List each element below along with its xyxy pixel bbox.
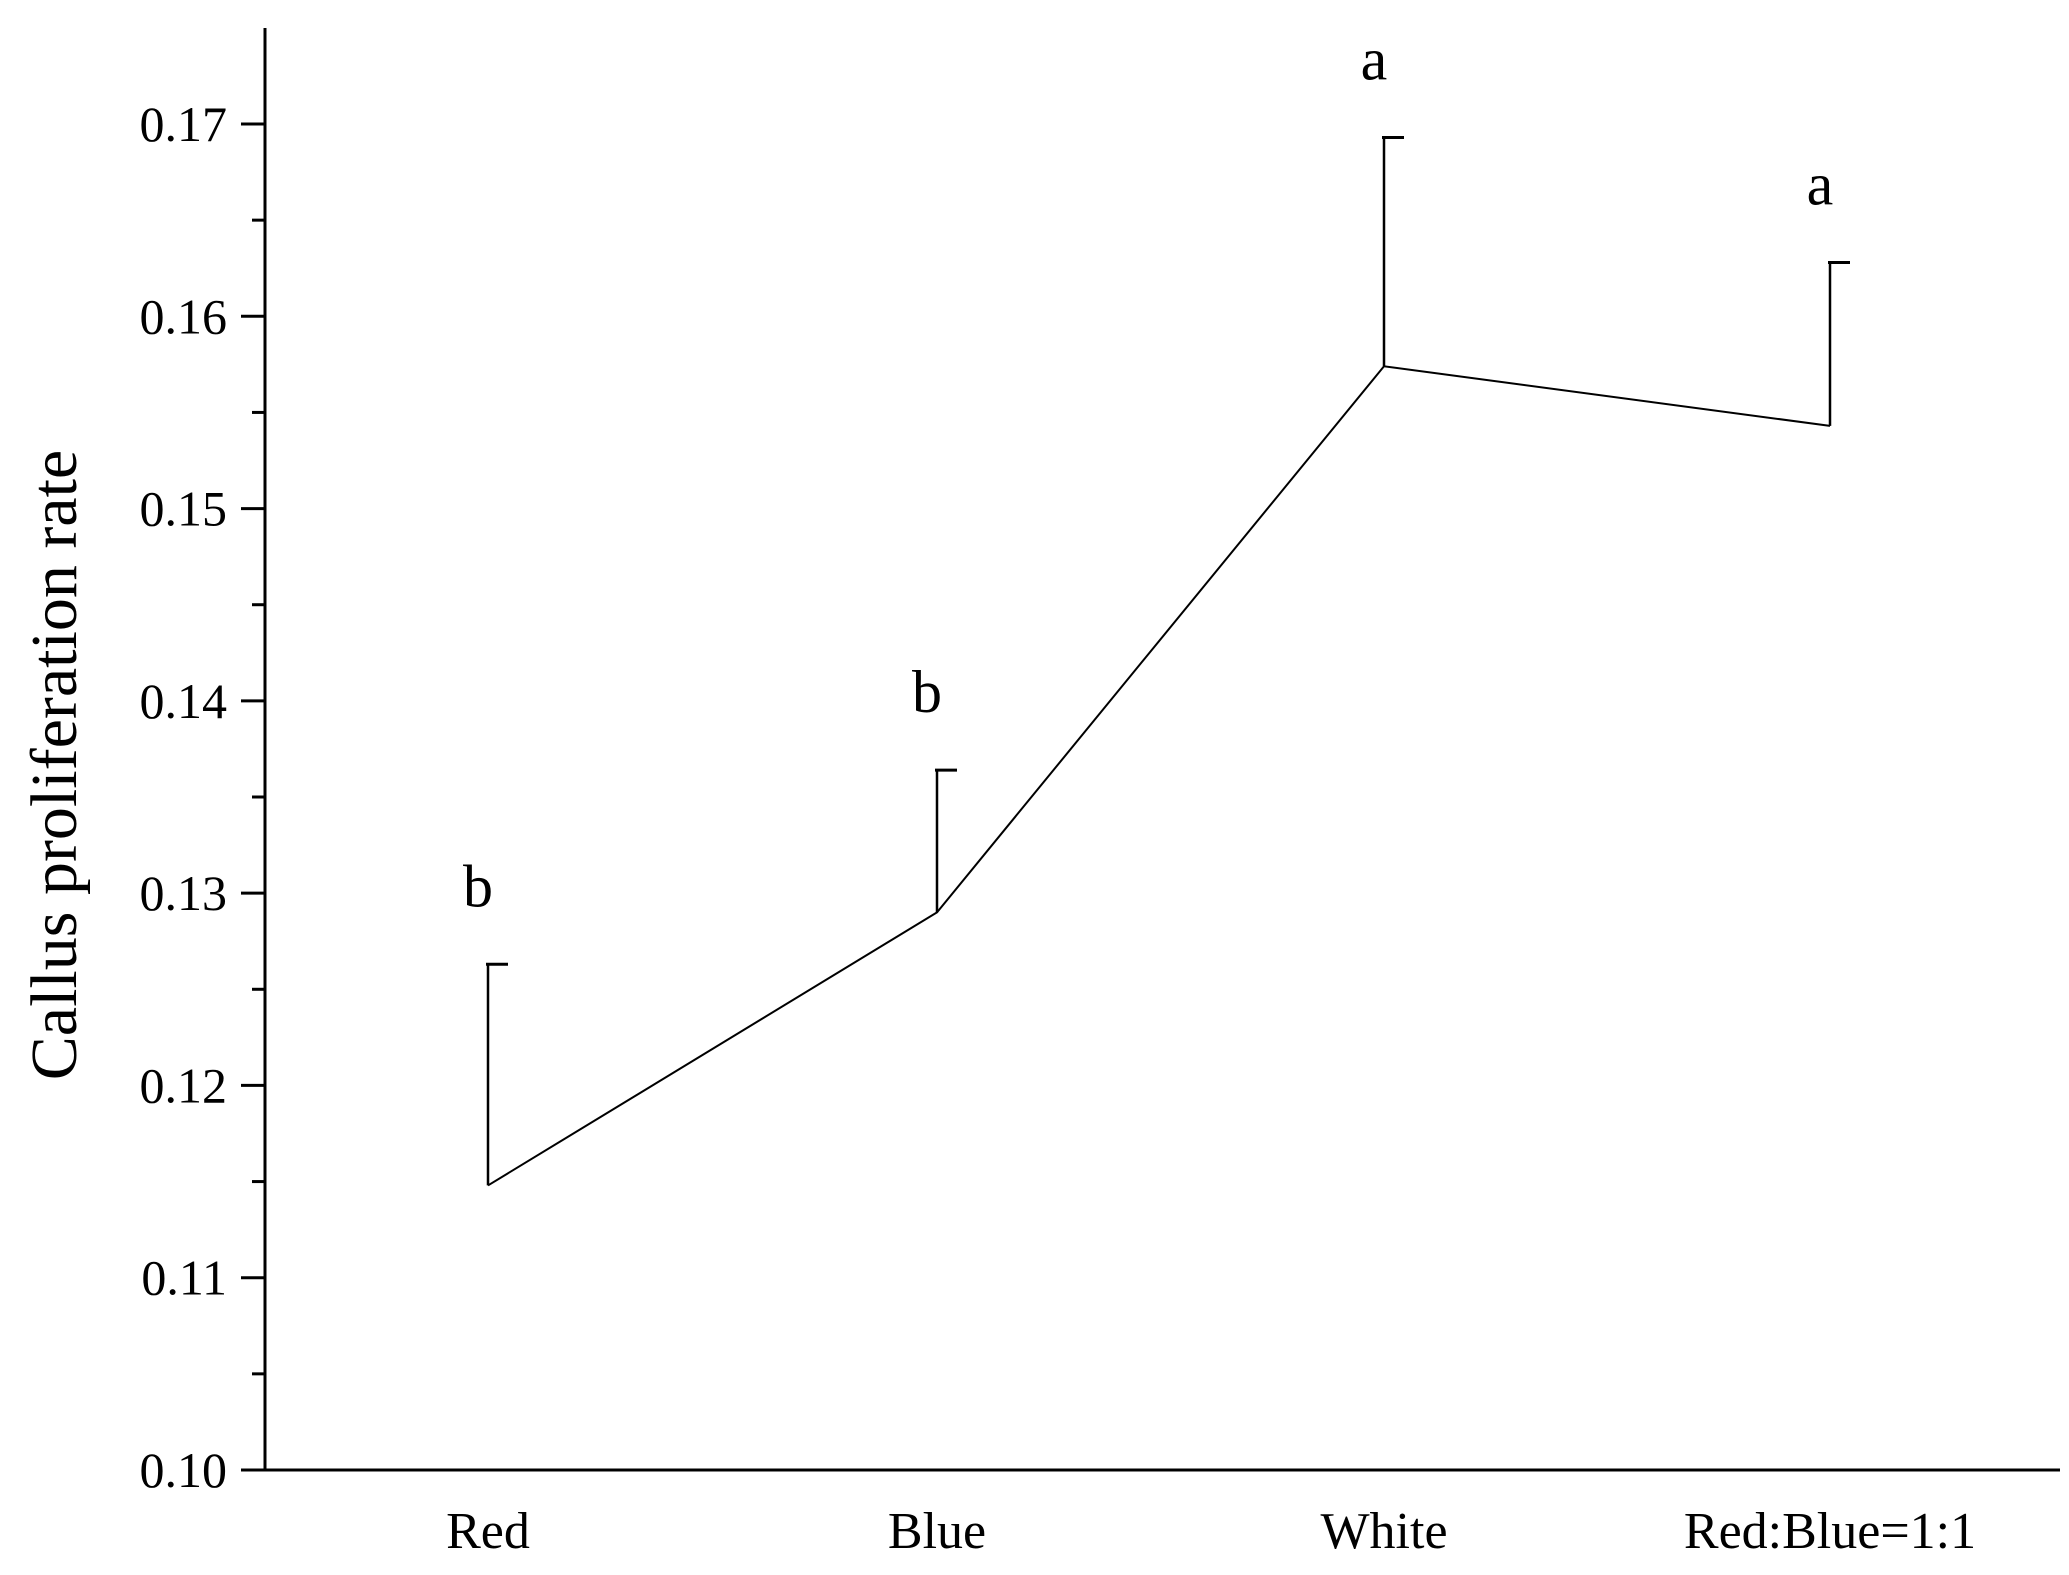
significance-label: a [1361, 26, 1388, 92]
x-tick-label: White [1320, 1503, 1447, 1560]
y-tick-label: 0.17 [140, 96, 228, 152]
series-line [487, 365, 1831, 1187]
y-tick-label: 0.10 [140, 1442, 228, 1498]
y-axis-title: Callus proliferation rate [18, 450, 91, 1080]
y-tick-label: 0.13 [140, 865, 228, 921]
error-bars [486, 135, 1850, 1186]
significance-label: a [1807, 151, 1834, 217]
significance-label: b [912, 659, 942, 725]
y-tick-label: 0.11 [141, 1250, 227, 1306]
x-tick-label: Red [446, 1503, 530, 1560]
y-tick-label: 0.16 [140, 288, 228, 344]
data-series [487, 365, 1831, 1187]
significance-label: b [463, 853, 493, 919]
y-axis-ticks [241, 122, 265, 1472]
axes [263, 28, 2060, 1472]
x-tick-label: Red:Blue=1:1 [1684, 1503, 1976, 1560]
y-tick-label: 0.14 [140, 673, 228, 729]
x-tick-label: Blue [888, 1503, 986, 1560]
y-tick-label: 0.12 [140, 1057, 228, 1113]
y-tick-label: 0.15 [140, 481, 228, 537]
text-labels: 0.10 0.11 0.12 0.13 0.14 0.15 0.16 0.17 Red Blue W… [18, 26, 1976, 1560]
